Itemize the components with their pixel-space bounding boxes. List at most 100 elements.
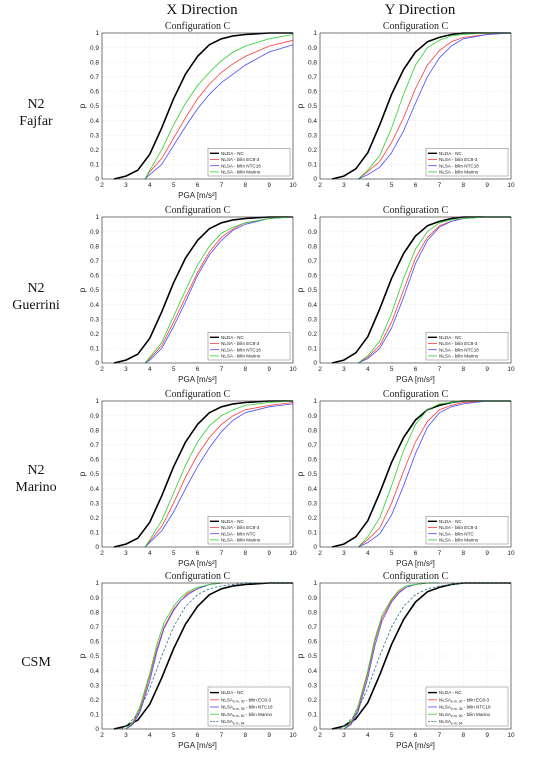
column-header-x: X Direction [166,2,238,18]
y-tick-label: 0.3 [308,682,317,689]
x-tick-label: 2 [318,182,322,189]
x-tick-label: 5 [390,182,394,189]
legend-label: NLSAe-m, 64 [439,719,463,725]
y-tick-label: 0.5 [90,653,99,660]
legend-label: NLSA - bilin EC8-3 [221,341,260,346]
y-tick-label: 1 [95,398,99,405]
legend-label: NLSA - bilin Marino [439,538,479,543]
y-tick-label: 0.8 [90,609,99,616]
y-tick-label: 0.5 [308,287,317,294]
x-axis-label: PGA [m/s²] [178,375,217,384]
series-line-1 [357,32,512,180]
chart-title: Configuration C [383,205,449,216]
chart-title: Configuration C [165,205,231,216]
chart-title: Configuration C [165,571,231,582]
x-tick-label: 5 [172,182,176,189]
legend-box [425,147,509,177]
x-tick-label: 7 [438,732,442,739]
chart-marino-y: Configuration C 2 3 4 5 6 7 8 9 10 0 0.1 0.2 0.3 0.4 0.… [296,389,515,568]
x-tick-label: 3 [124,550,128,557]
x-tick-label: 7 [220,182,224,189]
legend-label: NLSA - bilin Marino [221,538,261,543]
y-tick-label: 0.4 [308,668,317,675]
y-tick-label: 0.9 [90,595,99,602]
legend-box [207,686,291,727]
legend-label: NLSA - bilin EC8-3 [221,525,260,530]
y-tick-label: 0.5 [308,653,317,660]
series-line-3 [357,32,511,180]
legend-label: NLSA - bilin Marino [221,354,261,359]
x-axis-label: PGA [m/s²] [396,741,435,750]
x-tick-label: 5 [172,732,176,739]
x-tick-label: 2 [100,182,104,189]
y-tick-label: 0.9 [90,229,99,236]
x-tick-label: 9 [485,182,489,189]
x-tick-label: 5 [172,366,176,373]
y-tick-label: 0.9 [90,413,99,420]
legend-box [207,147,291,177]
x-tick-label: 9 [485,366,489,373]
x-tick-label: 2 [318,550,322,557]
y-tick-label: 0.5 [308,103,317,110]
x-tick-label: 2 [318,732,322,739]
x-tick-label: 8 [461,732,465,739]
y-tick-label: 0.1 [308,162,317,169]
x-tick-label: 6 [414,550,418,557]
y-tick-label: 1 [313,580,317,587]
legend-box [207,331,291,361]
y-axis-label: p [78,471,87,476]
x-tick-label: 10 [507,732,515,739]
series-line-2 [144,44,294,180]
legend-box [425,515,509,545]
series-line-3 [343,582,440,730]
legend-box [207,515,291,545]
x-tick-label: 7 [438,366,442,373]
x-tick-label: 10 [289,366,297,373]
legend-label: NLSA - bilin NTC18 [439,347,479,352]
y-tick-label: 0.1 [308,530,317,537]
y-tick-label: 0 [313,726,317,733]
y-tick-label: 0.2 [308,147,317,154]
plot-frame [101,216,294,364]
y-tick-label: 0.6 [90,273,99,280]
x-tick-label: 10 [507,550,515,557]
x-tick-label: 7 [220,550,224,557]
legend-label: NLDA - NC [439,151,462,156]
x-tick-label: 9 [267,732,271,739]
x-tick-label: 9 [267,550,271,557]
chart-title: Configuration C [383,571,449,582]
x-tick-label: 4 [366,366,370,373]
row-label-marino: N2 Marino [0,462,72,496]
y-axis-label: p [296,287,305,292]
x-tick-label: 4 [366,732,370,739]
x-tick-label: 2 [318,366,322,373]
y-tick-label: 0.5 [308,471,317,478]
x-tick-label: 6 [196,550,200,557]
y-tick-label: 0.4 [90,118,99,125]
y-axis-label: p [296,653,305,658]
row-label-line1: N2 [27,463,45,478]
x-tick-label: 3 [342,366,346,373]
x-tick-label: 9 [267,366,271,373]
y-tick-label: 0.8 [90,427,99,434]
legend-label: NLSA - bilin EC8-3 [221,157,260,162]
x-tick-label: 4 [366,182,370,189]
y-tick-label: 0.4 [308,118,317,125]
series-line-1 [357,400,511,548]
y-tick-label: 0.5 [90,287,99,294]
y-tick-label: 0.7 [90,442,99,449]
x-tick-label: 4 [148,182,152,189]
y-tick-label: 0.6 [90,639,99,646]
x-tick-label: 5 [172,550,176,557]
y-tick-label: 0.6 [90,457,99,464]
legend-label: NLSA - bilin NTC [439,531,474,536]
legend-label: NLSAe-m, 50 - bilin Marino [439,712,491,718]
plot-frame [319,400,512,548]
x-tick-label: 10 [507,366,515,373]
y-tick-label: 0.4 [308,486,317,493]
x-axis-label: PGA [m/s²] [396,375,435,384]
x-tick-label: 8 [461,366,465,373]
legend-label: NLSA - bilin EC8-3 [439,341,478,346]
